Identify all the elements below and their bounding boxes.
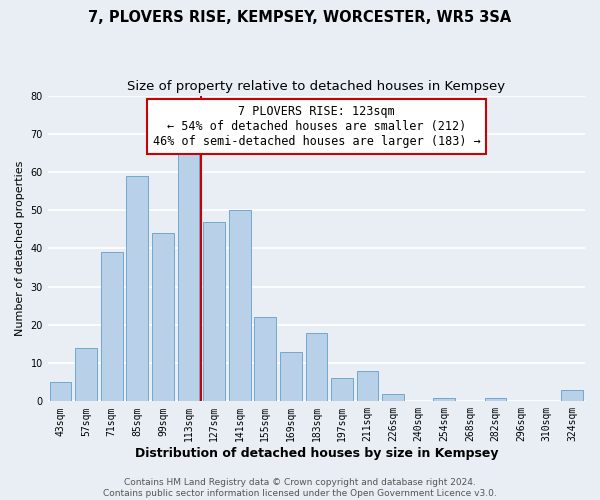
Bar <box>254 317 276 402</box>
Bar <box>152 233 174 402</box>
Bar <box>356 371 379 402</box>
Y-axis label: Number of detached properties: Number of detached properties <box>15 161 25 336</box>
Bar <box>101 252 122 402</box>
Bar <box>433 398 455 402</box>
Bar <box>562 390 583 402</box>
Bar <box>203 222 225 402</box>
Bar <box>127 176 148 402</box>
Text: 7 PLOVERS RISE: 123sqm
← 54% of detached houses are smaller (212)
46% of semi-de: 7 PLOVERS RISE: 123sqm ← 54% of detached… <box>152 104 480 148</box>
Bar <box>485 398 506 402</box>
Bar <box>280 352 302 402</box>
Bar <box>382 394 404 402</box>
Bar <box>50 382 71 402</box>
X-axis label: Distribution of detached houses by size in Kempsey: Distribution of detached houses by size … <box>134 447 498 460</box>
Bar <box>305 332 327 402</box>
Text: 7, PLOVERS RISE, KEMPSEY, WORCESTER, WR5 3SA: 7, PLOVERS RISE, KEMPSEY, WORCESTER, WR5… <box>88 10 512 25</box>
Bar <box>229 210 251 402</box>
Title: Size of property relative to detached houses in Kempsey: Size of property relative to detached ho… <box>127 80 505 93</box>
Bar <box>178 153 199 402</box>
Text: Contains HM Land Registry data © Crown copyright and database right 2024.
Contai: Contains HM Land Registry data © Crown c… <box>103 478 497 498</box>
Bar <box>75 348 97 402</box>
Bar <box>331 378 353 402</box>
